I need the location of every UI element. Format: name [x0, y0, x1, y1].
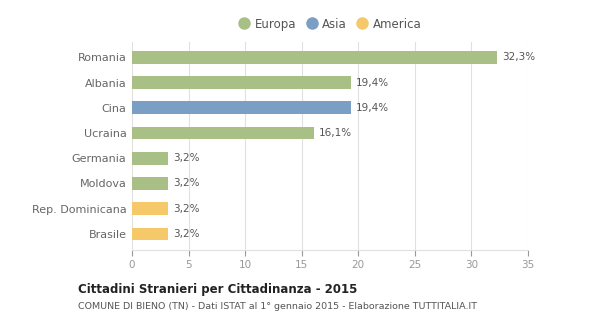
Text: 19,4%: 19,4% [356, 103, 389, 113]
Text: 3,2%: 3,2% [173, 204, 199, 214]
Text: 19,4%: 19,4% [356, 77, 389, 88]
Text: Cittadini Stranieri per Cittadinanza - 2015: Cittadini Stranieri per Cittadinanza - 2… [78, 283, 358, 296]
Text: 16,1%: 16,1% [319, 128, 352, 138]
Bar [132, 127, 314, 139]
Legend: Europa, Asia, America: Europa, Asia, America [235, 14, 425, 34]
Bar [132, 76, 352, 89]
Bar [132, 228, 168, 240]
Bar [132, 101, 352, 114]
Bar [132, 177, 168, 190]
Text: 3,2%: 3,2% [173, 153, 199, 163]
Text: 3,2%: 3,2% [173, 229, 199, 239]
Bar [132, 202, 168, 215]
Text: 3,2%: 3,2% [173, 179, 199, 188]
Text: 32,3%: 32,3% [502, 52, 535, 62]
Bar [132, 51, 497, 64]
Text: COMUNE DI BIENO (TN) - Dati ISTAT al 1° gennaio 2015 - Elaborazione TUTTITALIA.I: COMUNE DI BIENO (TN) - Dati ISTAT al 1° … [78, 302, 477, 311]
Bar [132, 152, 168, 164]
